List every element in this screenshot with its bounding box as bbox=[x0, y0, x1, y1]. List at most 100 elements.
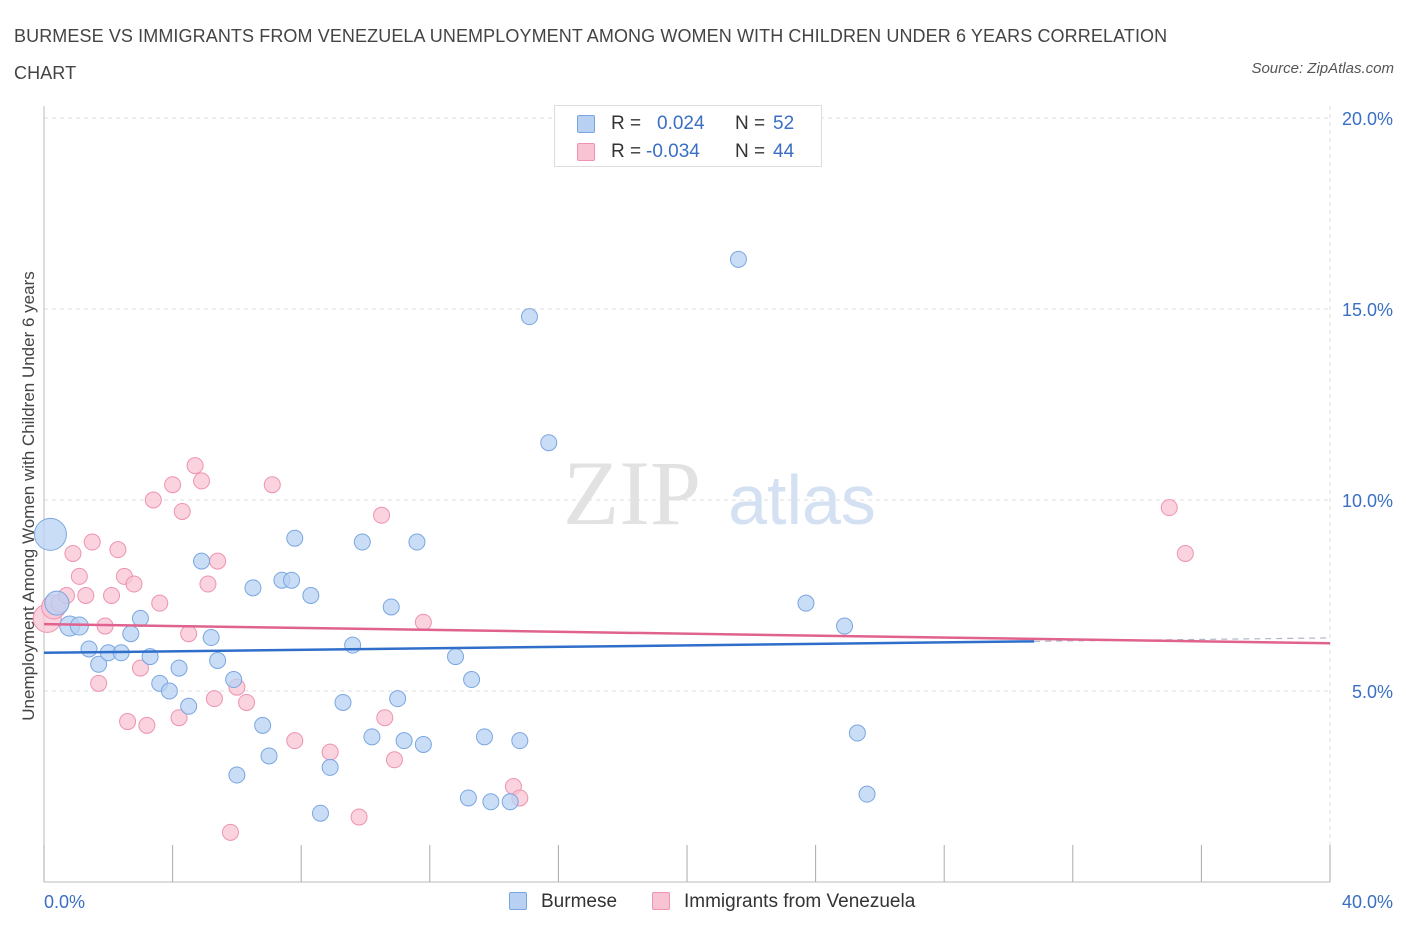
burmese-swatch bbox=[509, 892, 527, 910]
venezuela-point bbox=[164, 476, 182, 494]
y-axis-label: Unemployment Among Women with Children U… bbox=[19, 271, 38, 720]
burmese-point bbox=[170, 659, 188, 677]
burmese-point bbox=[729, 250, 747, 268]
burmese-point bbox=[180, 697, 198, 715]
venezuela-point bbox=[199, 575, 217, 593]
venezuela-point bbox=[144, 491, 162, 509]
burmese-swatch bbox=[577, 115, 595, 133]
burmese-point bbox=[459, 789, 477, 807]
y-tick-label: 15.0% bbox=[1342, 300, 1393, 320]
venezuela-point bbox=[170, 709, 188, 727]
watermark-atlas: atlas bbox=[728, 461, 876, 539]
burmese-point bbox=[363, 728, 381, 746]
venezuela-point bbox=[1160, 499, 1178, 517]
burmese-point bbox=[848, 724, 866, 742]
x-tick-label-min: 0.0% bbox=[44, 892, 85, 912]
venezuela-point bbox=[151, 594, 169, 612]
venezuela-point bbox=[205, 690, 223, 708]
y-tick-label: 20.0% bbox=[1342, 109, 1393, 129]
x-ticks bbox=[43, 845, 1331, 882]
burmese-point bbox=[302, 587, 320, 604]
chart-title: BURMESE VS IMMIGRANTS FROM VENEZUELA UNE… bbox=[14, 26, 1168, 83]
burmese-point bbox=[475, 728, 493, 746]
burmese-point bbox=[395, 732, 413, 750]
burmese-point bbox=[797, 594, 815, 612]
burmese-point bbox=[858, 785, 876, 803]
n-label: N = bbox=[735, 141, 766, 162]
venezuela-point bbox=[180, 625, 198, 643]
legend-label: Burmese bbox=[541, 891, 618, 912]
burmese-point bbox=[209, 651, 227, 669]
n-value: 52 bbox=[773, 113, 795, 134]
x-tick-label-max: 40.0% bbox=[1342, 892, 1393, 912]
venezuela-swatch bbox=[577, 143, 595, 161]
venezuela-trend-line bbox=[43, 622, 1331, 645]
burmese-point bbox=[193, 552, 211, 570]
burmese-point bbox=[244, 579, 262, 597]
burmese-point bbox=[382, 598, 400, 616]
burmese-point bbox=[283, 571, 301, 589]
burmese-point bbox=[260, 747, 278, 765]
trend-lines bbox=[43, 622, 1331, 655]
burmese-point bbox=[414, 735, 432, 753]
venezuela-point bbox=[193, 472, 211, 490]
venezuela-point bbox=[64, 544, 82, 562]
venezuela-point bbox=[125, 575, 143, 593]
venezuela-point bbox=[138, 716, 156, 734]
n-value: 44 bbox=[773, 141, 795, 162]
burmese-point bbox=[228, 766, 246, 784]
burmese-point bbox=[33, 517, 67, 551]
burmese-point bbox=[511, 732, 529, 750]
n-label: N = bbox=[735, 113, 766, 134]
burmese-point bbox=[353, 533, 371, 551]
burmese-point bbox=[131, 609, 149, 627]
watermark-zip: ZIP bbox=[563, 442, 701, 544]
burmese-point bbox=[501, 793, 519, 811]
y-tick-label: 5.0% bbox=[1352, 682, 1393, 702]
r-label: R = bbox=[611, 141, 642, 162]
venezuela-point bbox=[109, 541, 127, 559]
burmese-point bbox=[344, 636, 362, 654]
correlation-legend: R = 0.024 N = 52 R = -0.034 N = 44 bbox=[554, 105, 822, 167]
venezuela-point bbox=[119, 713, 137, 731]
burmese-point bbox=[408, 533, 426, 551]
r-value: -0.034 bbox=[646, 141, 700, 162]
venezuela-point bbox=[173, 502, 191, 520]
r-label: R = bbox=[611, 113, 642, 134]
venezuela-point bbox=[221, 823, 239, 841]
burmese-point bbox=[334, 693, 352, 711]
burmese-point bbox=[80, 640, 98, 658]
burmese-point bbox=[482, 793, 500, 811]
source-label: Source: ZipAtlas.com bbox=[1251, 60, 1394, 77]
burmese-point bbox=[160, 682, 178, 700]
y-tick-label: 10.0% bbox=[1342, 491, 1393, 511]
venezuela-point bbox=[186, 457, 204, 475]
venezuela-swatch bbox=[652, 892, 670, 910]
venezuela-point bbox=[103, 587, 121, 604]
burmese-point bbox=[69, 616, 89, 636]
burmese-point bbox=[225, 671, 243, 689]
venezuela-point bbox=[385, 751, 403, 769]
burmese-point bbox=[311, 804, 329, 822]
burmese-point bbox=[447, 648, 465, 666]
venezuela-point bbox=[414, 613, 432, 631]
burmese-points bbox=[33, 250, 876, 822]
burmese-point bbox=[321, 758, 339, 776]
venezuela-point bbox=[70, 567, 88, 585]
burmese-point bbox=[286, 529, 304, 547]
burmese-point bbox=[254, 716, 272, 734]
venezuela-point bbox=[373, 506, 391, 524]
y-tick-labels: 5.0% 10.0% 15.0% 20.0% bbox=[1342, 109, 1393, 702]
burmese-point bbox=[463, 671, 481, 689]
venezuela-point bbox=[1176, 544, 1194, 562]
venezuela-point bbox=[83, 533, 101, 551]
burmese-point bbox=[122, 625, 140, 643]
burmese-trend-line bbox=[43, 640, 1035, 655]
watermark: ZIP atlas bbox=[563, 442, 876, 544]
venezuela-point bbox=[350, 808, 368, 826]
venezuela-point bbox=[77, 587, 95, 604]
burmese-point bbox=[389, 690, 407, 708]
burmese-point bbox=[202, 629, 220, 647]
venezuela-point bbox=[238, 693, 256, 711]
